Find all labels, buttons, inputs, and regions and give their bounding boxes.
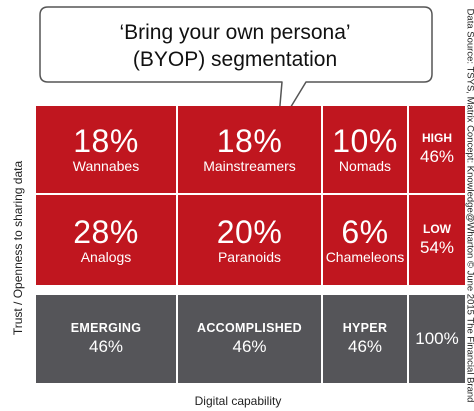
segment-mainstreamers: 18% Mainstreamers <box>178 106 321 193</box>
trust-total-low: LOW 54% <box>409 195 465 285</box>
total-accomplished: ACCOMPLISHED 46% <box>178 295 321 383</box>
grand-total: 100% <box>409 295 465 383</box>
trust-total-label: LOW <box>423 221 451 236</box>
total-hyper: HYPER 46% <box>323 295 407 383</box>
segment-pct: 28% <box>73 213 139 250</box>
trust-total-label: HIGH <box>422 131 452 145</box>
total-label: EMERGING <box>70 321 142 335</box>
trust-total-high: HIGH 46% <box>409 106 465 193</box>
segment-pct: 18% <box>216 123 283 159</box>
total-value: 46% <box>88 337 124 356</box>
segment-pct: 20% <box>216 213 283 250</box>
segment-pct: 10% <box>332 123 398 159</box>
segment-name: Analogs <box>80 248 132 265</box>
segment-name: Nomads <box>338 158 392 174</box>
segment-paranoids: 20% Paranoids <box>178 195 321 285</box>
total-label: ACCOMPLISHED <box>197 321 302 335</box>
total-value: 46% <box>347 337 383 356</box>
speech-bubble-outline <box>39 6 433 129</box>
segment-pct: 18% <box>73 123 139 159</box>
total-label: HYPER <box>342 321 388 335</box>
x-axis-label: Digital capability <box>194 394 282 408</box>
title-line-2: (BYOP) segmentation <box>132 48 338 71</box>
segment-name: Chameleons <box>325 248 405 265</box>
total-emerging: EMERGING 46% <box>36 295 176 383</box>
segment-name: Mainstreamers <box>203 158 296 174</box>
title-line-1: ‘Bring your own persona’ <box>119 21 351 44</box>
segment-name: Paranoids <box>217 248 282 265</box>
segment-name: Wannabes <box>72 158 140 174</box>
trust-total-value: 46% <box>419 147 455 166</box>
total-value: 46% <box>232 337 267 356</box>
y-axis-label: Trust / Openness to sharing data <box>5 106 31 390</box>
segment-analogs: 28% Analogs <box>36 195 176 285</box>
y-axis-text: Trust / Openness to sharing data <box>11 160 26 336</box>
source-credit: Data Source: TSYS, Matrix Concept: Knowl… <box>464 0 474 411</box>
trust-total-value: 54% <box>419 237 455 257</box>
grand-total-value: 100% <box>415 329 459 348</box>
segment-chameleons: 6% Chameleons <box>323 195 407 285</box>
segment-wannabes: 18% Wannabes <box>36 106 176 193</box>
segment-nomads: 10% Nomads <box>323 106 407 193</box>
segment-pct: 6% <box>341 213 389 250</box>
source-text: Data Source: TSYS, Matrix Concept: Knowl… <box>464 8 474 403</box>
